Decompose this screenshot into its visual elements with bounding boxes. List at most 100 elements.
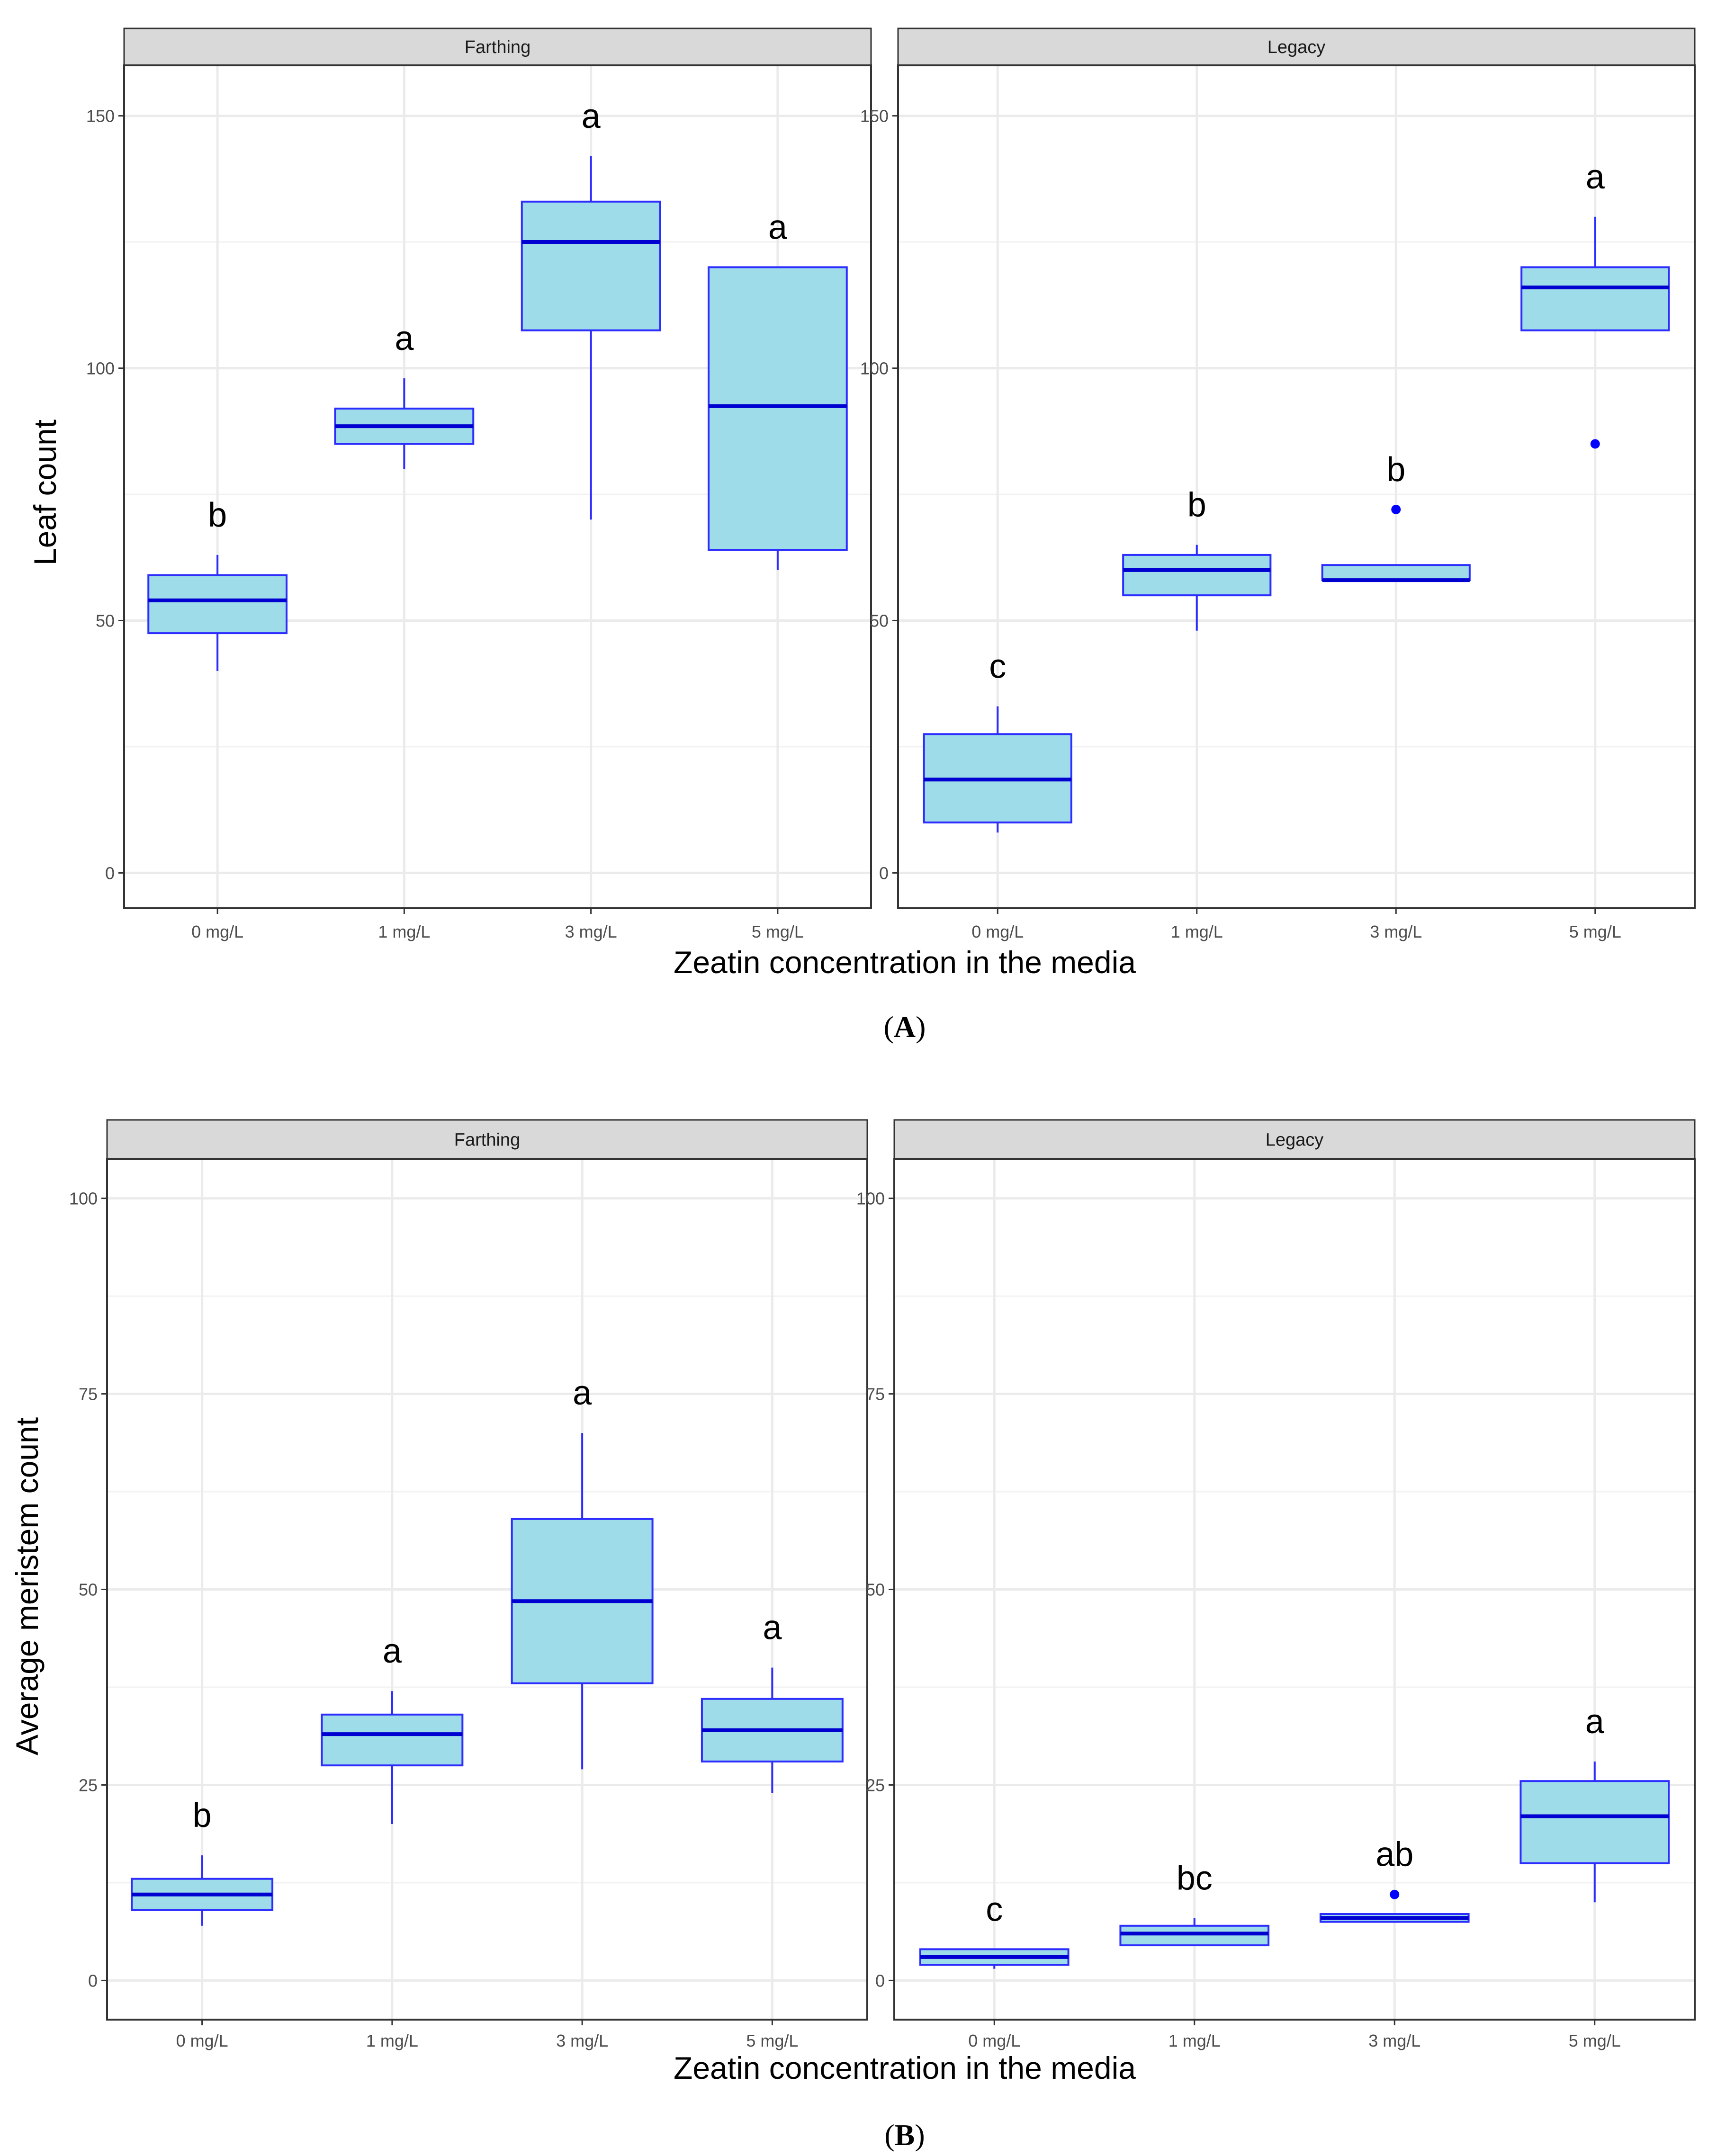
y-tick-label: 50 [870,611,889,630]
x-tick-label: 1 mg/L [1169,2031,1221,2050]
box-iqr [1519,1780,1670,1864]
box-5-mg-l: a [708,208,848,570]
facet-strip-label: Farthing [454,1130,520,1150]
facet-strip-label: Farthing [465,37,530,57]
y-axis-title: Leaf count [27,420,63,565]
figure-label-close-paren: ) [916,1010,926,1044]
chart-A: Farthing b a a a 0 50 100 150 0 mg/L 1 mg/L 3 mg/L 5… [27,27,1696,1044]
figure-label-open-paren: ( [884,2118,894,2152]
x-tick-label: 3 mg/L [1370,922,1422,941]
box-3-mg-l: b [1321,451,1471,582]
facet-strip [893,1119,1696,1160]
facet-strip-label: Legacy [1268,37,1326,57]
box-iqr [1119,1924,1270,1947]
box-1-mg-l: bc [1119,1859,1270,1947]
box-0-mg-l: c [923,648,1072,833]
box-iqr [1321,564,1471,581]
y-tick-label: 0 [88,1971,98,1990]
significance-letter: b [1187,486,1206,524]
facet-strip [123,27,872,66]
significance-letter: a [395,320,414,358]
significance-letter: c [986,1890,1003,1928]
box-3-mg-l: a [521,98,661,520]
x-tick-label: 3 mg/L [1368,2031,1420,2050]
significance-letter: c [989,648,1006,686]
x-tick-label: 5 mg/L [1569,2031,1621,2050]
y-tick-label: 100 [86,359,115,378]
y-tick-label: 50 [96,611,115,630]
facet-farthing: Farthing b a a a 0 50 100 150 0 mg/L 1 mg/L 3 mg/L 5… [86,27,872,941]
box-iqr [1122,554,1272,597]
y-tick-label: 75 [79,1385,98,1404]
x-tick-label: 5 mg/L [746,2031,798,2050]
box-1-mg-l: a [334,320,475,469]
box-1-mg-l: b [1122,486,1272,631]
y-tick-label: 50 [79,1580,98,1600]
significance-letter: b [208,496,227,534]
x-axis-title: Zeatin concentration in the media [674,945,1136,980]
plot-panel-border [897,64,1696,909]
facet-farthing: Farthing b a a a 0 25 50 75 100 0 mg/L 1 mg/L 3 mg/L… [69,1119,868,2050]
significance-letter: a [573,1374,592,1412]
box-5-mg-l: a [1519,1703,1670,1903]
x-tick-label: 0 mg/L [971,922,1024,941]
y-tick-label: 100 [856,1189,885,1208]
y-tick-label: 0 [875,1971,885,1990]
box-5-mg-l: a [1520,158,1670,449]
box-5-mg-l: a [701,1609,844,1793]
significance-letter: bc [1177,1859,1213,1897]
significance-letter: b [1386,451,1405,489]
facet-strip [106,1119,868,1160]
x-tick-label: 1 mg/L [366,2031,418,2050]
box-0-mg-l: b [147,496,288,671]
significance-letter: a [1586,158,1605,196]
significance-letter: a [582,98,601,135]
x-tick-label: 0 mg/L [176,2031,228,2050]
y-tick-label: 50 [866,1580,885,1600]
box-3-mg-l: ab [1319,1836,1470,1923]
significance-letter: a [763,1609,782,1647]
outlier-point [1390,1889,1400,1899]
figure-label-letter: A [894,1010,916,1044]
x-tick-label: 5 mg/L [1569,922,1621,941]
x-tick-label: 1 mg/L [1171,922,1223,941]
box-3-mg-l: a [511,1374,654,1770]
box-iqr [1520,266,1670,331]
x-axis-title: Zeatin concentration in the media [674,2050,1136,2085]
y-tick-label: 75 [866,1385,885,1404]
figure-label-close-paren: ) [915,2118,925,2152]
facet-legacy: Legacy c bc ab a 0 25 50 75 100 0 mg/L 1 mg/L 3 mg/L… [856,1119,1696,2050]
y-tick-label: 25 [79,1775,98,1795]
x-tick-label: 3 mg/L [565,922,617,941]
significance-letter: a [383,1632,402,1670]
outlier-point [1590,439,1600,449]
x-tick-label: 1 mg/L [378,922,430,941]
figure-label-letter: B [895,2118,915,2152]
y-tick-label: 25 [866,1775,885,1795]
figure-label-open-paren: ( [884,1010,894,1044]
figure-panel-label: (A) [884,1010,926,1044]
y-tick-label: 0 [105,863,115,883]
box-iqr [708,266,848,551]
facet-strip-label: Legacy [1266,1130,1324,1150]
box-0-mg-l: b [131,1797,274,1926]
figure-panel-label: (B) [884,2118,925,2152]
box-iqr [321,1713,464,1767]
box-iqr [147,574,288,635]
y-tick-label: 150 [860,107,889,126]
box-0-mg-l: c [919,1890,1070,1969]
y-tick-label: 150 [86,107,115,126]
facet-strip [897,27,1696,66]
box-1-mg-l: a [321,1632,464,1825]
x-tick-label: 0 mg/L [968,2031,1020,2050]
facet-legacy: Legacy c b b a 0 50 100 150 0 mg/L 1 mg/L 3 mg/L 5 m… [860,27,1696,941]
x-tick-label: 3 mg/L [556,2031,608,2050]
y-tick-label: 0 [879,863,889,883]
significance-letter: a [768,208,788,246]
chart-B: Farthing b a a a 0 25 50 75 100 0 mg/L 1 mg/L 3 mg/L… [9,1119,1696,2152]
significance-letter: b [193,1797,212,1834]
y-tick-label: 100 [860,359,889,378]
chart-root: Farthing b a a a 0 50 100 150 0 mg/L 1 mg/L 3 mg/L 5… [9,27,1696,2152]
y-axis-title: Average meristem count [9,1417,45,1755]
